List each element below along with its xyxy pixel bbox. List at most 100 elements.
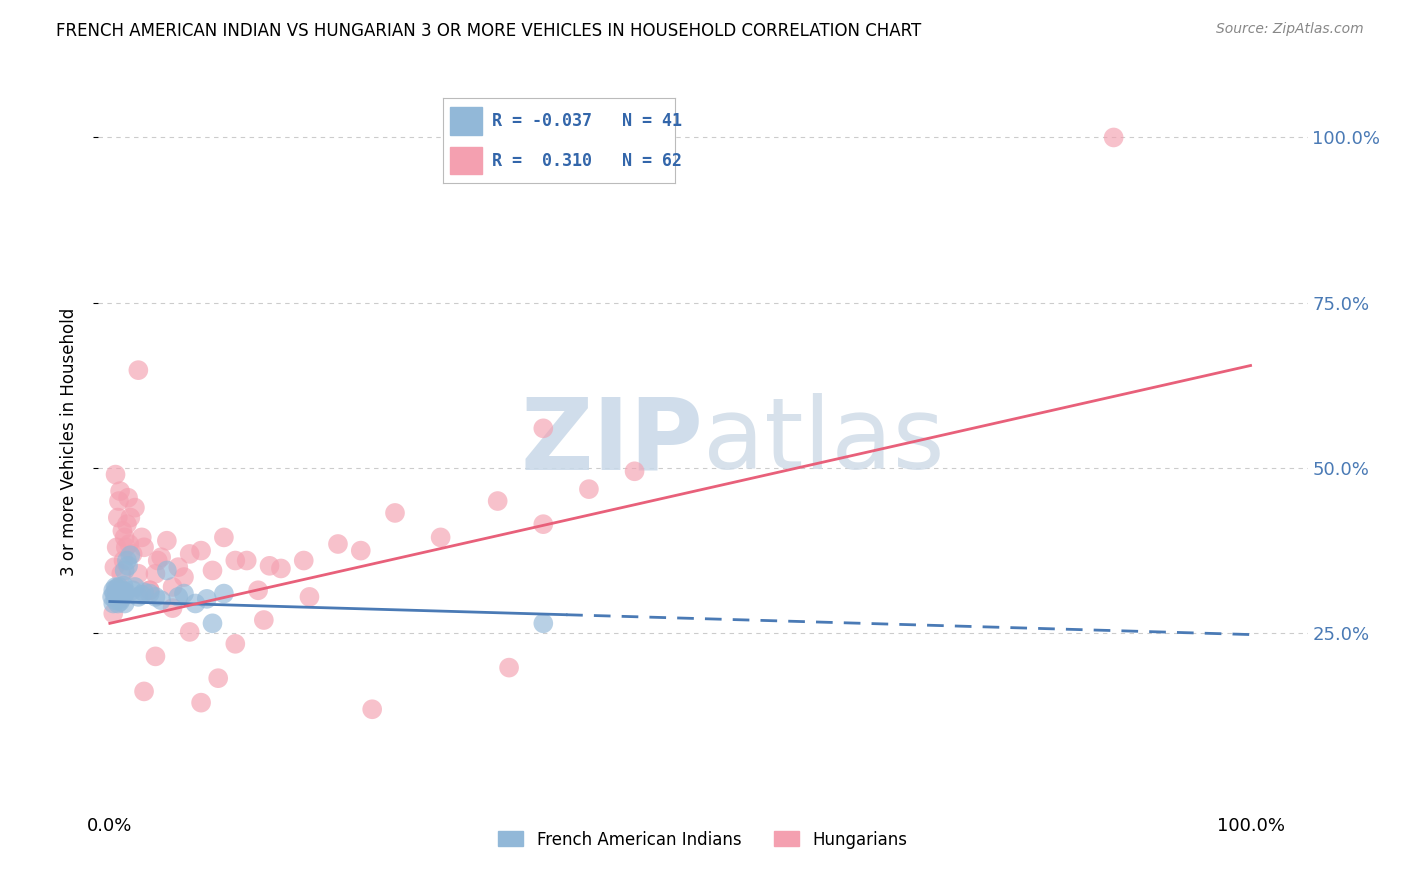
Legend: French American Indians, Hungarians: French American Indians, Hungarians xyxy=(492,824,914,855)
Bar xyxy=(450,147,482,175)
Point xyxy=(173,570,195,584)
Point xyxy=(127,590,149,604)
Point xyxy=(110,566,132,581)
Text: atlas: atlas xyxy=(703,393,945,490)
Point xyxy=(117,558,139,573)
Point xyxy=(104,593,127,607)
Point xyxy=(114,585,136,599)
Point xyxy=(201,564,224,578)
Point xyxy=(131,588,153,602)
Point xyxy=(145,566,167,581)
Point xyxy=(131,530,153,544)
Point xyxy=(121,547,143,561)
Point xyxy=(350,543,373,558)
Point xyxy=(531,616,554,631)
Point xyxy=(127,566,149,581)
Point xyxy=(156,564,179,578)
Point xyxy=(224,553,246,567)
Point xyxy=(108,590,131,604)
Point xyxy=(108,484,131,499)
Point xyxy=(107,585,129,599)
Text: Source: ZipAtlas.com: Source: ZipAtlas.com xyxy=(1216,22,1364,37)
Point xyxy=(104,580,127,594)
Point xyxy=(162,601,184,615)
Point xyxy=(145,590,167,604)
Text: FRENCH AMERICAN INDIAN VS HUNGARIAN 3 OR MORE VEHICLES IN HOUSEHOLD CORRELATION : FRENCH AMERICAN INDIAN VS HUNGARIAN 3 OR… xyxy=(56,22,921,40)
Point xyxy=(111,524,134,538)
Point xyxy=(108,580,131,594)
Point xyxy=(114,564,136,578)
Point xyxy=(146,553,169,567)
Point xyxy=(247,583,270,598)
Point xyxy=(107,597,129,611)
Point xyxy=(326,537,349,551)
Point xyxy=(120,510,142,524)
Point xyxy=(101,590,124,604)
Point xyxy=(201,616,224,631)
Point xyxy=(623,464,645,478)
Point xyxy=(429,530,451,544)
Point xyxy=(292,553,315,567)
Point xyxy=(150,550,173,565)
Text: R =  0.310   N = 62: R = 0.310 N = 62 xyxy=(492,152,682,169)
Point xyxy=(235,553,257,567)
Text: R = -0.037   N = 41: R = -0.037 N = 41 xyxy=(492,112,682,130)
Point xyxy=(105,582,128,596)
Point xyxy=(139,586,162,600)
Point xyxy=(114,530,136,544)
Point xyxy=(124,580,146,594)
Point xyxy=(139,583,162,598)
Point xyxy=(108,494,131,508)
Point xyxy=(118,537,141,551)
Point xyxy=(578,482,600,496)
Point xyxy=(139,583,162,598)
Point xyxy=(224,637,246,651)
Y-axis label: 3 or more Vehicles in Household: 3 or more Vehicles in Household xyxy=(59,308,77,575)
Point xyxy=(361,702,384,716)
Point xyxy=(117,491,139,505)
Point xyxy=(179,624,201,639)
Point xyxy=(190,543,212,558)
Point xyxy=(270,561,292,575)
Point xyxy=(103,607,125,621)
Point xyxy=(127,363,149,377)
Point xyxy=(179,547,201,561)
Point xyxy=(107,510,129,524)
Point xyxy=(132,585,155,599)
Point xyxy=(112,579,135,593)
Point xyxy=(132,684,155,698)
Point xyxy=(195,591,218,606)
Point xyxy=(112,588,135,602)
Point xyxy=(384,506,406,520)
Point xyxy=(112,553,135,567)
Point xyxy=(190,696,212,710)
Point xyxy=(486,494,509,508)
Point xyxy=(103,597,125,611)
Point xyxy=(253,613,276,627)
Point xyxy=(207,671,229,685)
Point xyxy=(173,586,195,600)
Point xyxy=(121,583,143,598)
Point xyxy=(114,597,136,611)
Point xyxy=(156,533,179,548)
Point xyxy=(167,560,190,574)
Point xyxy=(103,586,125,600)
Bar xyxy=(450,107,482,135)
Point xyxy=(111,583,134,598)
Point xyxy=(105,541,128,555)
Point xyxy=(114,541,136,555)
Point xyxy=(103,560,125,574)
Point xyxy=(108,594,131,608)
Point xyxy=(115,553,138,567)
Point xyxy=(110,591,132,606)
Point xyxy=(132,541,155,555)
Point xyxy=(108,583,131,598)
Point xyxy=(110,586,132,600)
Point xyxy=(104,467,127,482)
Point xyxy=(145,649,167,664)
Point xyxy=(531,517,554,532)
Point xyxy=(105,588,128,602)
Point xyxy=(162,580,184,594)
Text: ZIP: ZIP xyxy=(520,393,703,490)
Point xyxy=(212,586,235,600)
